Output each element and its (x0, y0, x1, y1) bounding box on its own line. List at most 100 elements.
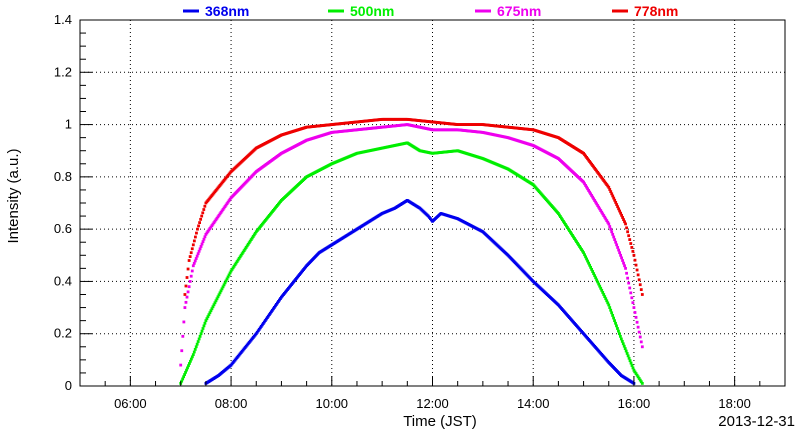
x-tick-label: 10:00 (316, 396, 349, 411)
data-point (249, 238, 253, 241)
data-point (198, 221, 201, 225)
data-point (616, 246, 620, 249)
data-point (619, 211, 622, 215)
data-point (611, 314, 615, 317)
data-point (215, 297, 219, 301)
data-point (566, 226, 569, 229)
data-point (239, 253, 243, 257)
data-point (187, 285, 191, 289)
data-point (190, 269, 194, 273)
data-point (186, 290, 190, 294)
data-point (615, 203, 619, 206)
data-point (608, 188, 612, 191)
data-point (209, 225, 213, 229)
data-point (191, 243, 195, 247)
data-point (636, 325, 640, 329)
data-point (587, 189, 591, 192)
data-point (610, 230, 614, 234)
data-point (595, 202, 599, 206)
data-point (583, 182, 586, 186)
data-point (222, 206, 226, 210)
data-point (225, 277, 229, 281)
y-tick-label: 1.4 (54, 12, 72, 27)
data-point (195, 342, 199, 346)
data-point (192, 239, 196, 243)
data-point (190, 355, 194, 359)
data-point (597, 282, 601, 286)
data-point (630, 296, 634, 300)
data-point (191, 264, 195, 268)
data-point (201, 240, 205, 244)
data-point (602, 293, 606, 296)
data-point (594, 276, 598, 280)
grid-lines (80, 20, 785, 386)
data-point (578, 244, 581, 248)
y-tick-label: 0.6 (54, 221, 72, 236)
data-point (220, 287, 224, 291)
data-point (196, 340, 200, 343)
data-point (614, 240, 618, 244)
data-point (224, 203, 228, 207)
data-point (629, 291, 633, 295)
data-point (208, 227, 212, 230)
data-point (212, 221, 216, 225)
data-point (634, 315, 638, 319)
data-point (601, 212, 605, 216)
data-point (245, 244, 249, 248)
data-point (222, 283, 226, 287)
data-point (271, 307, 275, 311)
data-point (584, 255, 587, 259)
data-point (261, 322, 265, 325)
data-point (212, 303, 216, 307)
data-point (615, 324, 618, 328)
data-point (605, 219, 609, 222)
data-point (572, 235, 575, 239)
data-point (600, 288, 604, 292)
data-point (631, 249, 635, 253)
series-778nm (183, 117, 644, 296)
data-point (243, 247, 247, 251)
data-point (590, 194, 594, 197)
data-point (636, 273, 640, 277)
data-point (189, 357, 193, 361)
data-point (226, 200, 230, 204)
data-point (262, 320, 266, 324)
data-point (639, 380, 643, 384)
legend-label: 500nm (350, 3, 394, 19)
data-point (221, 208, 225, 211)
data-point (185, 368, 188, 372)
data-point (200, 242, 204, 246)
data-point (208, 311, 212, 315)
data-point (192, 350, 196, 354)
data-point (201, 211, 205, 215)
data-point (638, 378, 642, 382)
data-point (604, 297, 608, 301)
data-point (626, 276, 630, 280)
data-point (625, 226, 628, 230)
data-point (199, 217, 203, 221)
data-point (268, 311, 272, 315)
data-point (582, 180, 585, 184)
data-point (627, 234, 631, 238)
data-point (608, 306, 612, 309)
data-point (596, 280, 600, 284)
data-point (581, 249, 584, 253)
data-point (613, 319, 616, 323)
x-tick-label: 16:00 (618, 396, 651, 411)
series-group (179, 117, 644, 385)
data-point (181, 334, 185, 338)
data-point (218, 291, 222, 295)
data-point (612, 196, 616, 200)
data-point (584, 184, 587, 187)
data-point (214, 218, 218, 222)
data-point (195, 231, 198, 235)
data-point (620, 256, 623, 260)
data-point (274, 303, 278, 306)
data-point (598, 284, 602, 288)
data-point (627, 281, 631, 285)
data-point (603, 295, 607, 298)
data-point (580, 248, 583, 251)
data-point (619, 253, 622, 257)
data-point (579, 246, 582, 250)
